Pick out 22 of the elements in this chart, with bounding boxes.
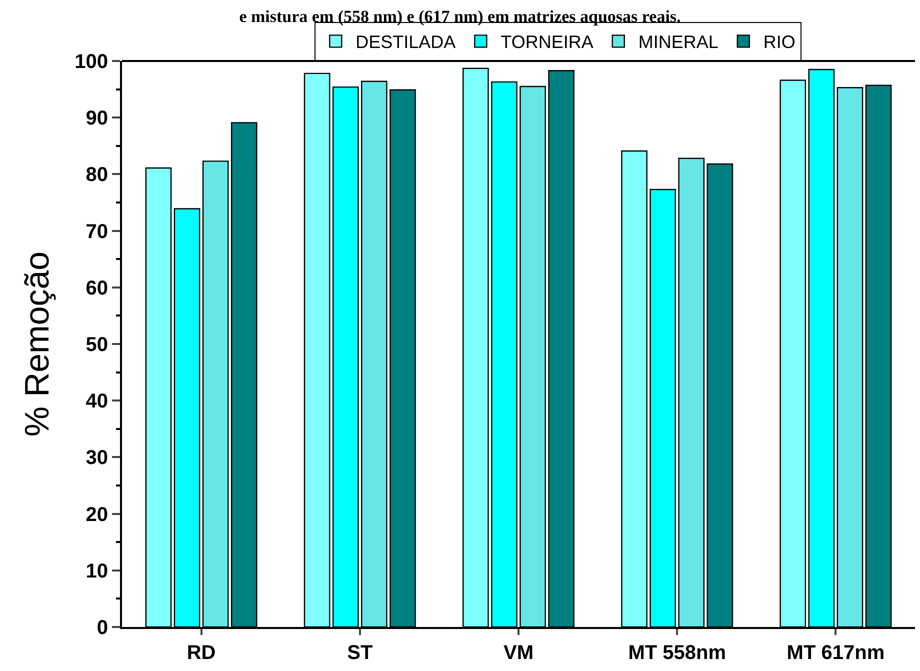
y-tick-label: 60 bbox=[86, 277, 108, 300]
y-tick-label: 100 bbox=[74, 51, 108, 73]
y-tick-label: 30 bbox=[86, 447, 108, 470]
x-tick-label: ST bbox=[347, 642, 373, 664]
y-tick-label: 70 bbox=[86, 220, 108, 243]
legend-label: TORNEIRA bbox=[500, 32, 594, 52]
y-tick-label: 10 bbox=[86, 560, 108, 582]
y-tick-label: 80 bbox=[86, 164, 108, 186]
y-tick-label: 90 bbox=[86, 108, 108, 130]
chart-title: e mistura em (558 nm) e (617 nm) em matrizes aquosas reais. bbox=[239, 6, 681, 26]
x-tick-label: MT 617nm bbox=[786, 642, 885, 664]
x-tick-label: RD bbox=[186, 642, 216, 664]
legend-label: DESTILADA bbox=[356, 32, 456, 52]
legend-label: RIO bbox=[763, 32, 796, 52]
y-tick-label: 50 bbox=[86, 334, 108, 356]
x-tick-label: MT 558nm bbox=[628, 642, 726, 664]
y-tick-label: 0 bbox=[96, 617, 108, 639]
x-tick-label: VM bbox=[504, 642, 534, 664]
y-tick-label: 20 bbox=[86, 504, 108, 526]
y-axis-title: % Remoção bbox=[18, 251, 57, 437]
y-tick-label: 40 bbox=[86, 390, 108, 413]
legend-label: MINERAL bbox=[638, 32, 718, 52]
